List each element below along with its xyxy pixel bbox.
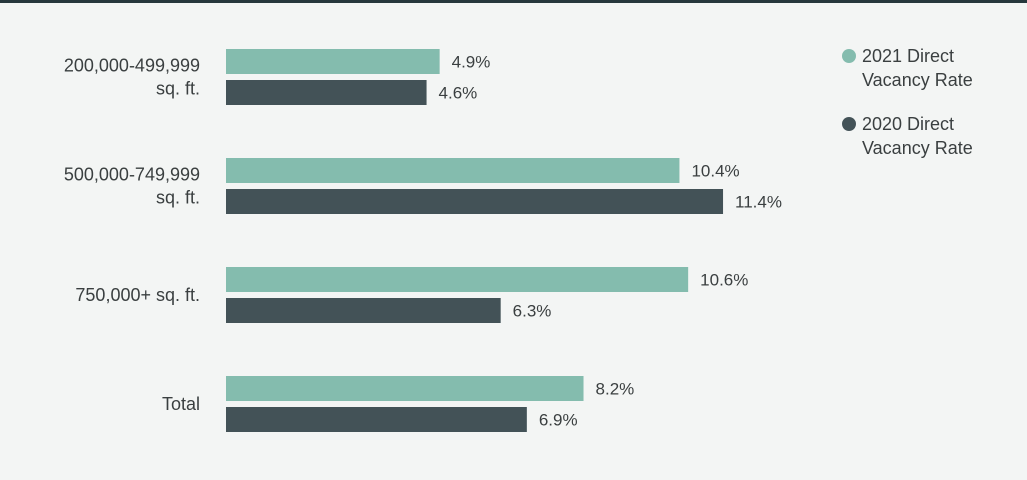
bar-2021-direct-vacancy-rate-total (226, 376, 584, 401)
data-label-2020-direct-vacancy-rate-500-000-749-999-sq-ft: 11.4% (735, 193, 782, 212)
data-label-2021-direct-vacancy-rate-total: 8.2% (596, 380, 635, 399)
bar-2020-direct-vacancy-rate-200-000-499-999-sq-ft (226, 80, 427, 105)
bar-2021-direct-vacancy-rate-200-000-499-999-sq-ft (226, 49, 440, 74)
legend-item-2020: 2020 Direct Vacancy Rate (842, 112, 1022, 160)
data-label-2020-direct-vacancy-rate-total: 6.9% (539, 411, 578, 430)
category-label-750-000-sq-ft: 750,000+ sq. ft. (75, 285, 200, 305)
legend-label-2020: 2020 Direct Vacancy Rate (862, 114, 973, 158)
bar-2021-direct-vacancy-rate-500-000-749-999-sq-ft (226, 158, 680, 183)
bar-2020-direct-vacancy-rate-500-000-749-999-sq-ft (226, 189, 724, 214)
category-label-total: Total (162, 394, 200, 414)
legend-swatch-2020 (842, 117, 856, 131)
category-label-200-000-499-999-sq-ft: 200,000-499,999 sq. ft. (64, 56, 200, 99)
category-label-500-000-749-999-sq-ft: 500,000-749,999 sq. ft. (64, 165, 200, 208)
data-label-2020-direct-vacancy-rate-750-000-sq-ft: 6.3% (513, 302, 552, 321)
legend: 2021 Direct Vacancy Rate 2020 Direct Vac… (842, 44, 1022, 180)
legend-label-2021: 2021 Direct Vacancy Rate (862, 46, 973, 90)
legend-swatch-2021 (842, 49, 856, 63)
bar-2021-direct-vacancy-rate-750-000-sq-ft (226, 267, 689, 292)
bar-2020-direct-vacancy-rate-750-000-sq-ft (226, 298, 501, 323)
data-label-2021-direct-vacancy-rate-500-000-749-999-sq-ft: 10.4% (691, 162, 739, 181)
bar-2020-direct-vacancy-rate-total (226, 407, 527, 432)
top-border (0, 0, 1027, 3)
data-label-2021-direct-vacancy-rate-750-000-sq-ft: 10.6% (700, 271, 748, 290)
data-label-2020-direct-vacancy-rate-200-000-499-999-sq-ft: 4.6% (439, 84, 478, 103)
data-label-2021-direct-vacancy-rate-200-000-499-999-sq-ft: 4.9% (452, 53, 491, 72)
legend-item-2021: 2021 Direct Vacancy Rate (842, 44, 1022, 92)
